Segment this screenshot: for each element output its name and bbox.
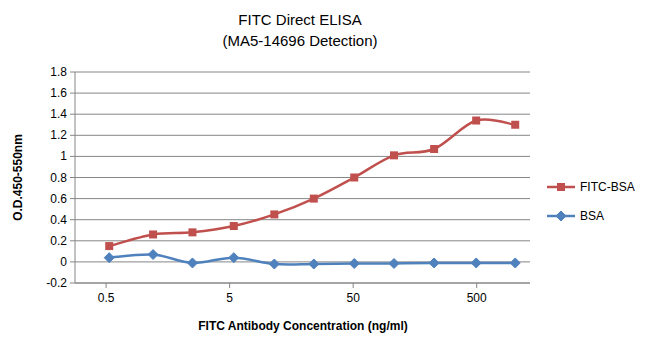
series-line <box>109 119 515 246</box>
y-tick-label: 1.6 <box>50 86 67 100</box>
data-point <box>270 210 278 218</box>
data-point <box>187 258 197 268</box>
grid-line <box>75 135 530 136</box>
x-tick <box>106 283 107 288</box>
legend-label: FITC-BSA <box>580 180 635 194</box>
grid-line <box>75 240 530 241</box>
data-point <box>230 222 238 230</box>
x-tick <box>229 283 230 288</box>
y-tick <box>70 283 75 284</box>
y-tick <box>70 177 75 178</box>
title: FITC Direct ELISA <box>238 11 361 28</box>
y-tick <box>70 240 75 241</box>
data-point <box>149 230 157 238</box>
legend-marker <box>557 183 565 191</box>
data-point <box>472 117 480 125</box>
grid-line <box>75 198 530 199</box>
y-tick <box>70 156 75 157</box>
x-tick-label: 500 <box>467 291 487 305</box>
data-point <box>269 259 279 269</box>
data-point <box>309 259 319 269</box>
y-tick <box>70 135 75 136</box>
y-tick <box>70 198 75 199</box>
grid-line <box>75 156 530 157</box>
background <box>0 0 650 351</box>
x-tick-label: 0.5 <box>98 291 115 305</box>
data-point <box>229 253 239 263</box>
data-point <box>511 121 519 129</box>
data-point <box>390 151 398 159</box>
y-tick-label: 1.8 <box>50 65 67 79</box>
plot-area <box>104 117 520 269</box>
grid-line <box>75 93 530 94</box>
data-point <box>188 228 196 236</box>
y-tick-label: 1 <box>60 149 67 163</box>
data-point <box>389 258 399 268</box>
x-axis <box>75 283 530 284</box>
chart: FITC Direct ELISA (MA5-14696 Detection) -0… <box>0 0 650 351</box>
y-tick <box>70 114 75 115</box>
y-tick-label: 0.4 <box>50 213 67 227</box>
y-tick-label: 1.4 <box>50 107 67 121</box>
data-point <box>430 145 438 153</box>
grid-line <box>75 114 530 115</box>
data-point <box>104 253 114 263</box>
y-tick <box>70 93 75 94</box>
data-point <box>429 258 439 268</box>
y-tick-label: -0.2 <box>46 276 67 290</box>
y-tick-label: 0 <box>60 255 67 269</box>
grid-line <box>75 219 530 220</box>
y-tick-label: 1.2 <box>50 128 67 142</box>
x-tick-label: 50 <box>346 291 360 305</box>
data-point <box>471 258 481 268</box>
data-point <box>349 258 359 268</box>
y-tick-label: 0.8 <box>50 171 67 185</box>
y-tick-label: 0.6 <box>50 192 67 206</box>
y-tick-label: 0.2 <box>50 234 67 248</box>
data-point <box>350 174 358 182</box>
legend-marker <box>556 211 566 221</box>
y-axis-label: O.D.450-550nm <box>11 134 25 221</box>
x-tick <box>476 283 477 288</box>
grid-line <box>75 177 530 178</box>
legend-label: BSA <box>580 209 604 223</box>
grid-line <box>75 283 530 284</box>
data-point <box>510 258 520 268</box>
subtitle: (MA5-14696 Detection) <box>222 32 377 49</box>
grid-line <box>75 72 530 73</box>
x-axis-label: FITC Antibody Concentration (ng/ml) <box>198 319 408 333</box>
y-axis <box>75 72 76 283</box>
y-tick <box>70 261 75 262</box>
data-point <box>105 242 113 250</box>
data-point <box>310 195 318 203</box>
y-tick <box>70 72 75 73</box>
x-tick-label: 5 <box>226 291 233 305</box>
x-tick <box>353 283 354 288</box>
y-tick <box>70 219 75 220</box>
data-point <box>148 250 158 260</box>
